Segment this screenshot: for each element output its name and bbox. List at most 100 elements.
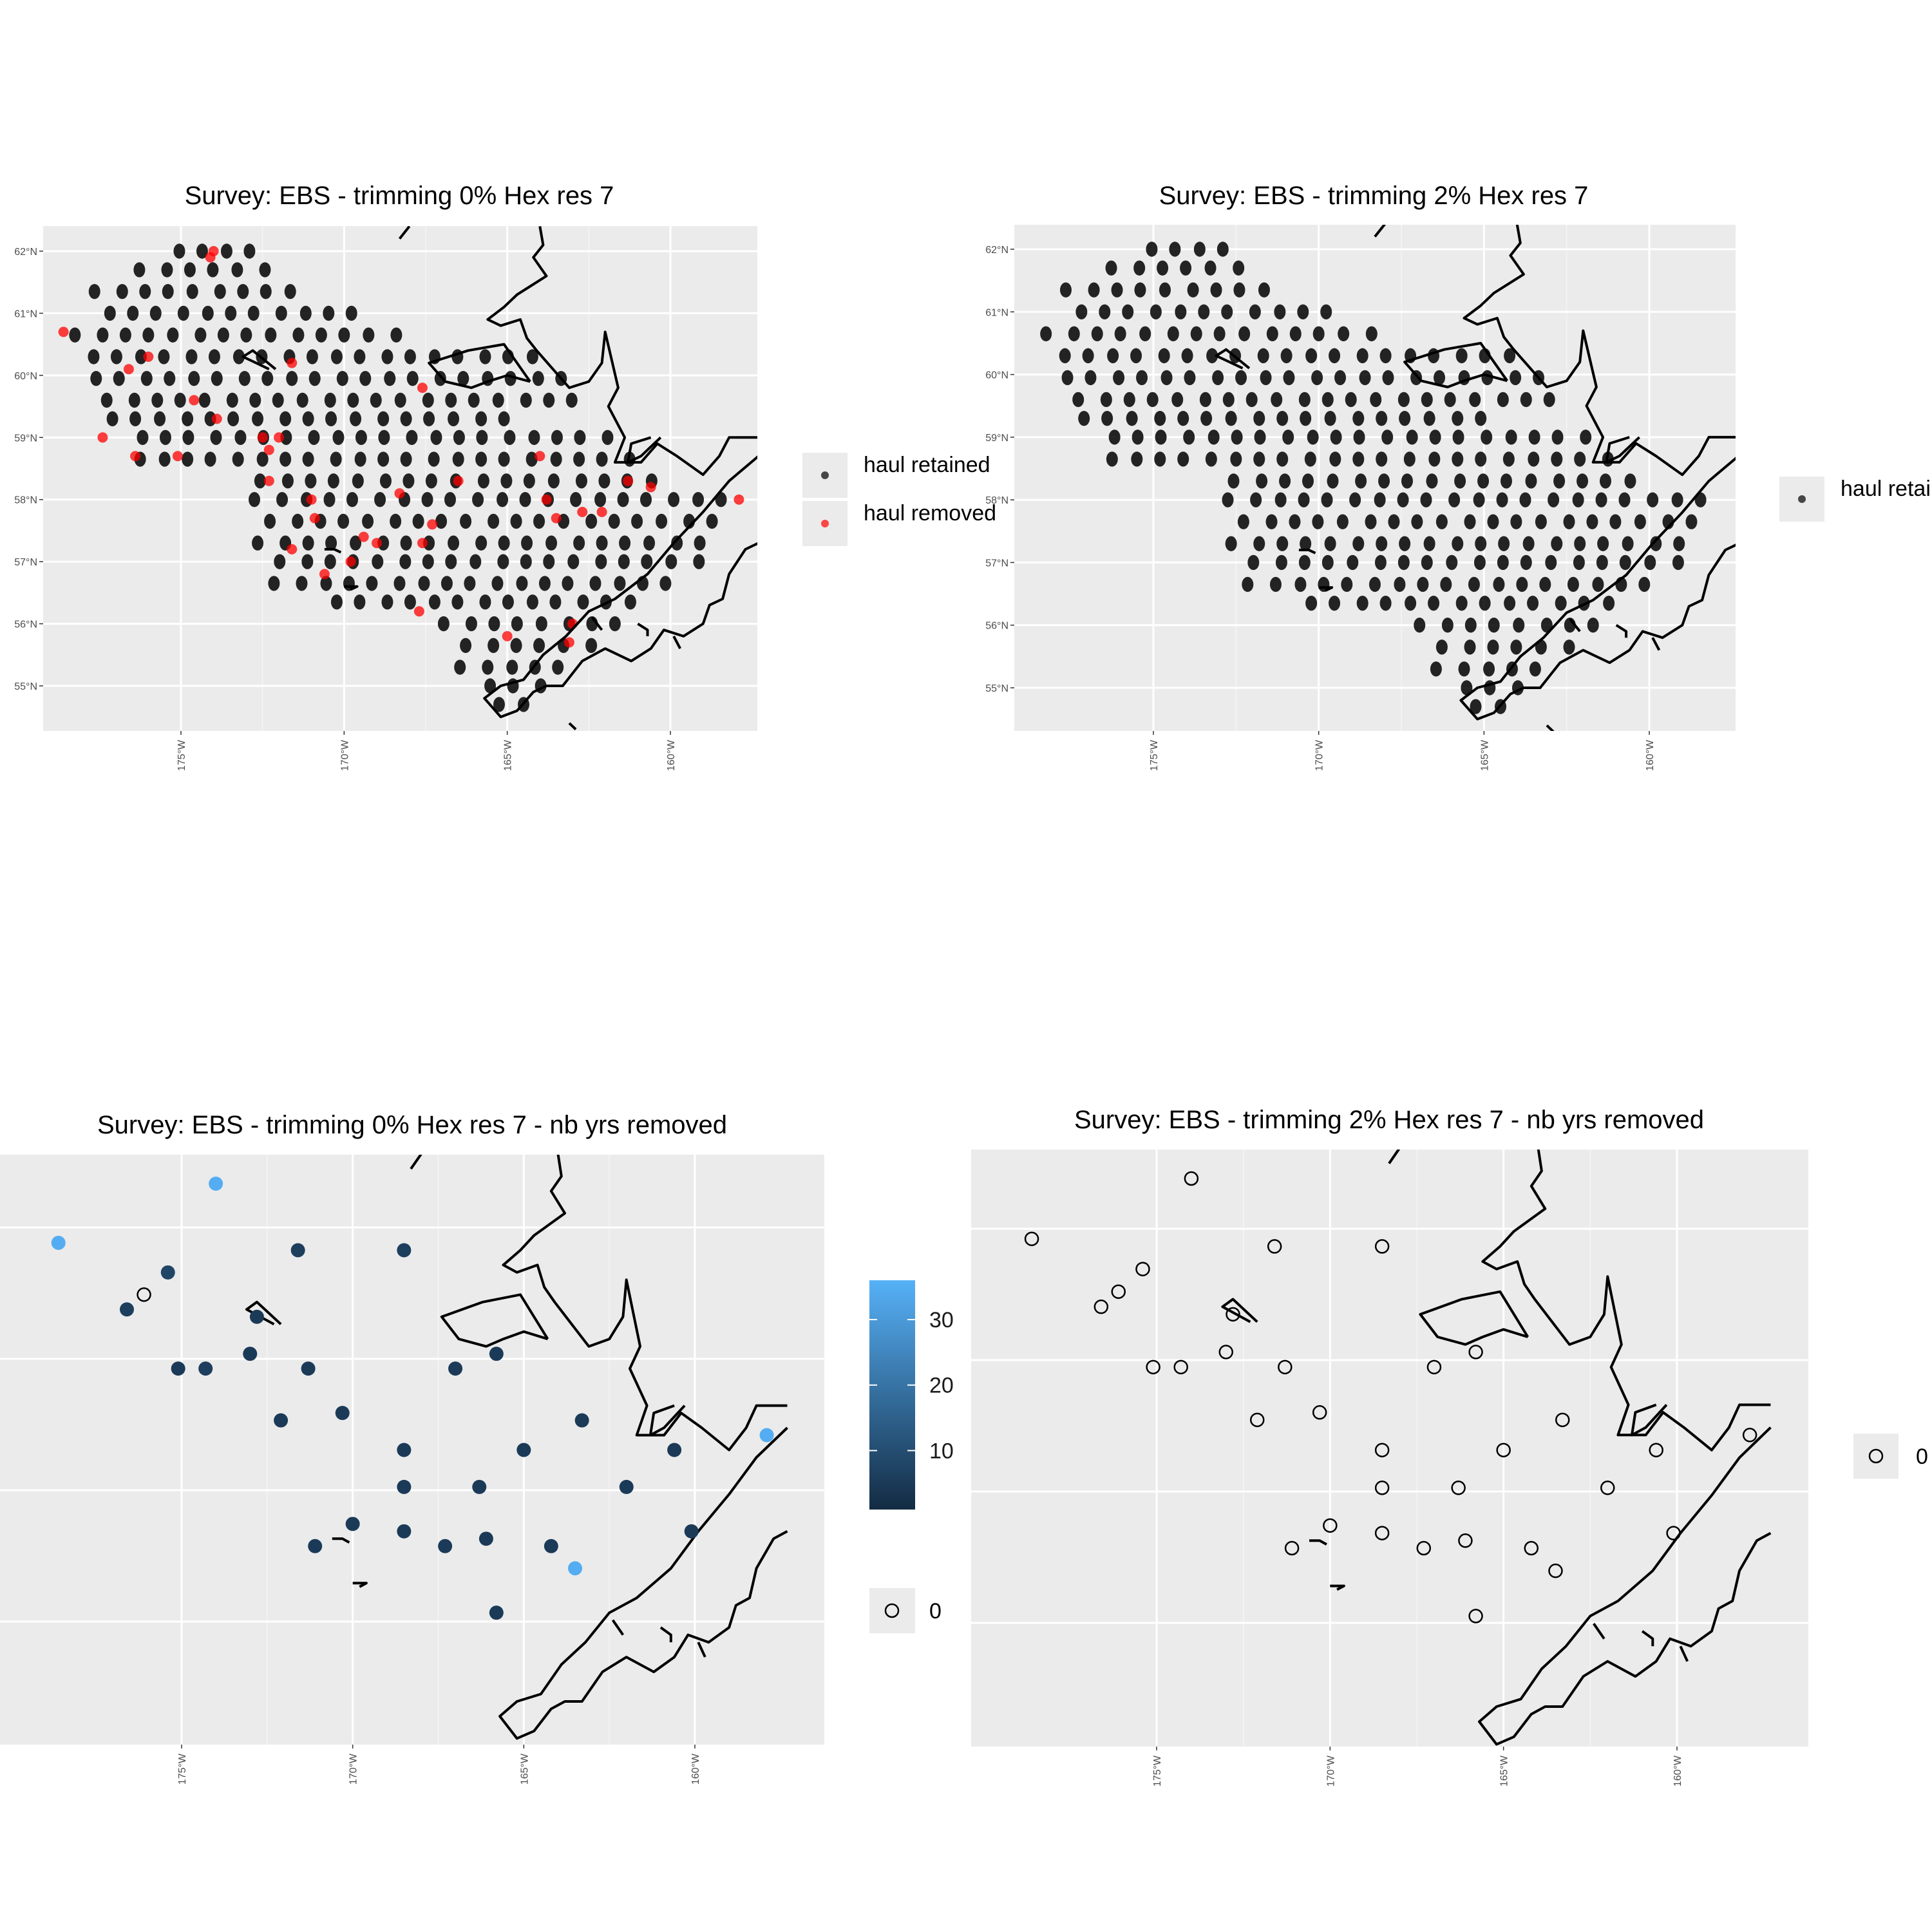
- haul-retained-point: [1150, 304, 1162, 319]
- haul-retained-point: [1545, 554, 1557, 571]
- station-zero-point: [1468, 1345, 1483, 1359]
- haul-retained-point: [565, 392, 578, 408]
- coastline-path: [1309, 1539, 1327, 1546]
- y-tick-label: 60°N: [985, 370, 1009, 381]
- haul-retained-point: [510, 513, 522, 529]
- haul-retained-point: [437, 616, 450, 632]
- haul-retained-point: [1230, 451, 1242, 467]
- haul-retained-point: [1376, 451, 1388, 467]
- haul-removed-point: [274, 432, 284, 443]
- haul-retained-point: [402, 473, 415, 489]
- station-zero-point: [1555, 1412, 1570, 1428]
- haul-removed-point: [189, 395, 200, 406]
- haul-retained-point: [1321, 392, 1334, 408]
- haul-retained-point: [1563, 514, 1575, 529]
- haul-retained-point: [377, 411, 390, 427]
- station-zero-point: [1374, 1239, 1390, 1254]
- haul-retained-point: [260, 283, 272, 299]
- haul-retained-point: [1336, 514, 1349, 529]
- haul-retained-point: [1624, 473, 1636, 489]
- station-zero-point: [1111, 1284, 1126, 1299]
- haul-retained-point: [378, 430, 390, 445]
- haul-retained-point: [445, 554, 457, 569]
- haul-retained-point: [511, 616, 523, 632]
- station-zero-point: [137, 1287, 151, 1302]
- haul-retained-point: [1111, 282, 1123, 298]
- haul-retained-point: [1488, 618, 1500, 633]
- haul-retained-point: [135, 349, 147, 365]
- haul-retained-point: [497, 492, 509, 507]
- haul-retained-point: [366, 576, 378, 591]
- haul-retained-point: [1324, 536, 1336, 551]
- haul-retained-point: [1368, 576, 1381, 592]
- station-zero-point: [1173, 1359, 1188, 1375]
- haul-removed-point: [417, 383, 428, 393]
- haul-retained-point: [1302, 473, 1314, 489]
- coastline-path: [672, 635, 681, 650]
- station-zero-point: [1548, 1563, 1563, 1578]
- haul-retained-point: [256, 451, 269, 467]
- haul-retained-point: [1123, 392, 1135, 408]
- haul-retained-point: [104, 305, 116, 321]
- legend-label-retained: haul retained: [1841, 477, 1932, 501]
- haul-retained-point: [552, 659, 564, 675]
- coastline-path: [1481, 1150, 1771, 1452]
- haul-retained-point: [1504, 595, 1516, 611]
- haul-retained-point: [1634, 514, 1646, 529]
- haul-retained-point: [469, 554, 482, 569]
- haul-retained-point: [1500, 473, 1512, 489]
- haul-retained-point: [1563, 639, 1575, 655]
- haul-retained-point: [1345, 392, 1357, 408]
- haul-retained-point: [377, 451, 390, 467]
- haul-retained-point: [1365, 514, 1377, 529]
- station-value-point: [516, 1443, 531, 1457]
- haul-retained-point: [609, 616, 621, 632]
- coastline-path: [1651, 637, 1661, 651]
- haul-retained-point: [286, 370, 298, 386]
- haul-retained-point: [381, 594, 393, 610]
- haul-retained-point: [1329, 451, 1341, 467]
- haul-retained-point: [1468, 576, 1480, 592]
- station-zero-point: [1374, 1481, 1390, 1495]
- haul-retained-point: [1469, 392, 1481, 408]
- y-tick-label: 59°N: [14, 433, 37, 444]
- panel-1: Survey: EBS - trimming 0% Hex res 7 62°N…: [14, 182, 996, 771]
- haul-retained-point: [149, 305, 162, 321]
- haul-retained-point: [292, 327, 305, 343]
- haul-retained-point: [1193, 242, 1206, 257]
- haul-retained-point: [573, 535, 585, 551]
- panel-2-coastline: [1215, 225, 1736, 731]
- coastline-path: [659, 1626, 672, 1643]
- haul-removed-point: [172, 451, 183, 462]
- panel-3-plot-area: [0, 1155, 824, 1745]
- haul-retained-point: [1200, 410, 1213, 426]
- station-zero-point: [1374, 1526, 1390, 1540]
- x-tick-label: 165°W: [1499, 1755, 1510, 1786]
- haul-retained-point: [1068, 326, 1080, 342]
- haul-retained-point: [1305, 595, 1318, 611]
- haul-retained-point: [400, 535, 412, 551]
- haul-retained-point: [520, 392, 532, 408]
- haul-retained-point: [220, 243, 232, 259]
- legend-retained-symbol: [1798, 495, 1806, 503]
- haul-removed-point: [257, 432, 268, 443]
- legend-label-retained: haul retained: [864, 453, 990, 477]
- haul-retained-point: [1114, 326, 1126, 342]
- haul-retained-point: [1059, 348, 1071, 364]
- haul-retained-point: [502, 594, 514, 610]
- haul-retained-point: [1567, 576, 1579, 592]
- y-tick-label: 58°N: [14, 495, 37, 506]
- haul-retained-point: [350, 535, 362, 551]
- haul-retained-point: [406, 370, 419, 386]
- haul-retained-point: [211, 370, 223, 386]
- haul-retained-point: [323, 305, 335, 321]
- coastline-path: [1641, 1630, 1654, 1647]
- haul-retained-point: [1596, 554, 1608, 571]
- haul-retained-point: [585, 513, 598, 529]
- haul-retained-point: [330, 349, 343, 365]
- haul-retained-point: [1133, 260, 1146, 276]
- haul-retained-point: [1225, 410, 1237, 426]
- coastline-path: [332, 1537, 350, 1544]
- haul-retained-point: [1222, 492, 1234, 507]
- haul-retained-point: [1307, 430, 1319, 445]
